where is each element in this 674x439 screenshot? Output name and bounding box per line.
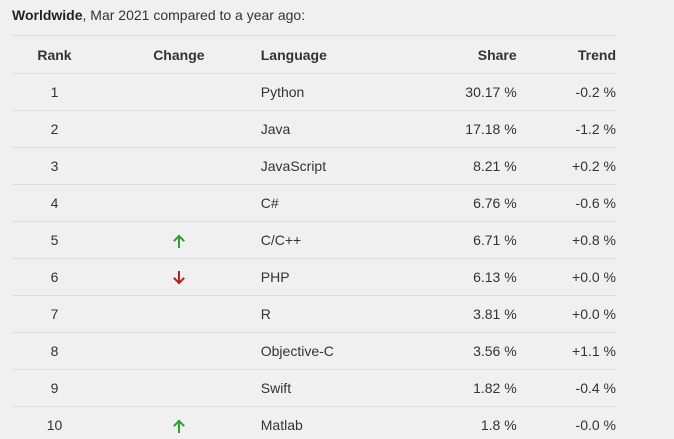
language-cell: C#: [260, 184, 415, 222]
table-row: 2 Java 17.18 % -1.2 %: [12, 110, 616, 148]
rank-cell: 8: [12, 332, 97, 370]
caption-region: Worldwide: [12, 7, 83, 23]
trend-cell: -0.4 %: [516, 369, 616, 407]
share-cell: 6.76 %: [414, 184, 517, 222]
rank-cell: 4: [12, 184, 97, 222]
caption-text: , Mar 2021 compared to a year ago:: [82, 7, 306, 23]
table-caption: Worldwide, Mar 2021 compared to a year a…: [12, 7, 305, 23]
share-cell: 3.81 %: [414, 295, 517, 333]
table-row: 9 Swift 1.82 % -0.4 %: [12, 369, 616, 407]
change-cell: [96, 295, 261, 333]
share-cell: 1.82 %: [414, 369, 517, 407]
header-rank: Rank: [12, 35, 97, 74]
change-cell: [96, 221, 261, 259]
share-cell: 6.13 %: [414, 258, 517, 296]
table-row: 7 R 3.81 % +0.0 %: [12, 295, 616, 333]
rank-cell: 7: [12, 295, 97, 333]
trend-cell: +0.2 %: [516, 147, 616, 185]
table-body: 1 Python 30.17 % -0.2 % 2 Java 17.18 % -1.2 % 3 J…: [12, 73, 616, 439]
table-row: 5 C/C++ 6.71 % +0.8 %: [12, 221, 616, 259]
trend-cell: +0.0 %: [516, 295, 616, 333]
table-row: 1 Python 30.17 % -0.2 %: [12, 73, 616, 111]
share-cell: 6.71 %: [414, 221, 517, 259]
language-cell: Java: [260, 110, 415, 148]
trend-cell: -1.2 %: [516, 110, 616, 148]
table-row: 4 C# 6.76 % -0.6 %: [12, 184, 616, 222]
arrow-up-icon: [172, 234, 185, 249]
change-cell: [96, 147, 261, 185]
rank-cell: 9: [12, 369, 97, 407]
share-cell: 3.56 %: [414, 332, 517, 370]
language-cell: Swift: [260, 369, 415, 407]
table-row: 6 PHP 6.13 % +0.0 %: [12, 258, 616, 296]
trend-cell: +0.8 %: [516, 221, 616, 259]
rank-cell: 3: [12, 147, 97, 185]
language-ranking-table: Rank Change Language Share Trend 1 Python…: [12, 35, 616, 439]
table-row: 8 Objective-C 3.56 % +1.1 %: [12, 332, 616, 370]
change-cell: [96, 110, 261, 148]
change-cell: [96, 369, 261, 407]
share-cell: 17.18 %: [414, 110, 517, 148]
change-cell: [96, 184, 261, 222]
trend-cell: +0.0 %: [516, 258, 616, 296]
table-row: 3 JavaScript 8.21 % +0.2 %: [12, 147, 616, 185]
language-cell: PHP: [260, 258, 415, 296]
share-cell: 30.17 %: [414, 73, 517, 111]
trend-cell: -0.6 %: [516, 184, 616, 222]
header-share: Share: [414, 35, 517, 74]
share-cell: 8.21 %: [414, 147, 517, 185]
rank-cell: 10: [12, 406, 97, 439]
change-cell: [96, 332, 261, 370]
rank-cell: 1: [12, 73, 97, 111]
language-cell: C/C++: [260, 221, 415, 259]
change-cell: [96, 258, 261, 296]
change-cell: [96, 406, 261, 439]
trend-cell: -0.0 %: [516, 406, 616, 439]
rank-cell: 6: [12, 258, 97, 296]
rank-cell: 2: [12, 110, 97, 148]
language-cell: JavaScript: [260, 147, 415, 185]
trend-cell: -0.2 %: [516, 73, 616, 111]
trend-cell: +1.1 %: [516, 332, 616, 370]
arrow-up-icon: [172, 419, 185, 434]
language-cell: Objective-C: [260, 332, 415, 370]
rank-cell: 5: [12, 221, 97, 259]
header-language: Language: [260, 35, 415, 74]
change-cell: [96, 73, 261, 111]
table-header-row: Rank Change Language Share Trend: [12, 35, 616, 74]
arrow-down-icon: [172, 271, 185, 285]
language-cell: R: [260, 295, 415, 333]
header-change: Change: [96, 35, 261, 74]
language-cell: Matlab: [260, 406, 415, 439]
language-cell: Python: [260, 73, 415, 111]
table-row: 10 Matlab 1.8 % -0.0 %: [12, 406, 616, 439]
header-trend: Trend: [516, 35, 616, 74]
share-cell: 1.8 %: [414, 406, 517, 439]
